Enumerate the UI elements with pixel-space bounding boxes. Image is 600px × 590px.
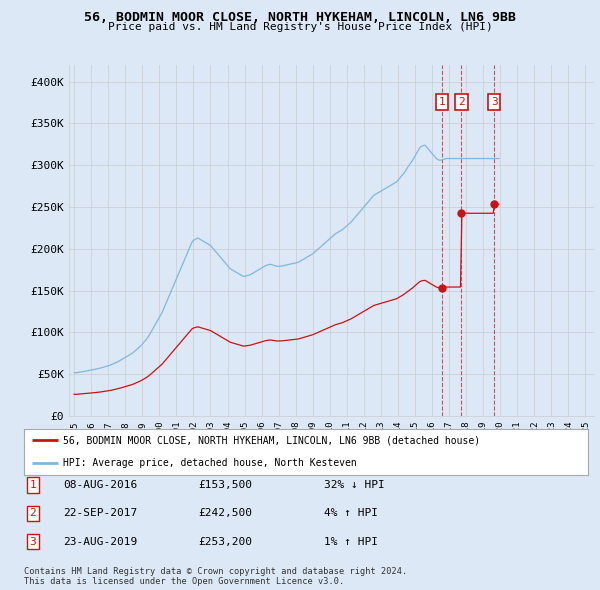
Text: 3: 3 — [29, 537, 37, 546]
Text: £253,200: £253,200 — [198, 537, 252, 546]
Text: Contains HM Land Registry data © Crown copyright and database right 2024.: Contains HM Land Registry data © Crown c… — [24, 567, 407, 576]
Text: This data is licensed under the Open Government Licence v3.0.: This data is licensed under the Open Gov… — [24, 578, 344, 586]
Text: 1% ↑ HPI: 1% ↑ HPI — [324, 537, 378, 546]
Text: 56, BODMIN MOOR CLOSE, NORTH HYKEHAM, LINCOLN, LN6 9BB (detached house): 56, BODMIN MOOR CLOSE, NORTH HYKEHAM, LI… — [64, 435, 481, 445]
Text: 22-SEP-2017: 22-SEP-2017 — [63, 509, 137, 518]
Text: 1: 1 — [29, 480, 37, 490]
Text: 23-AUG-2019: 23-AUG-2019 — [63, 537, 137, 546]
Text: Price paid vs. HM Land Registry's House Price Index (HPI): Price paid vs. HM Land Registry's House … — [107, 22, 493, 32]
Text: £242,500: £242,500 — [198, 509, 252, 518]
Text: 3: 3 — [491, 97, 497, 107]
Text: 32% ↓ HPI: 32% ↓ HPI — [324, 480, 385, 490]
Text: 08-AUG-2016: 08-AUG-2016 — [63, 480, 137, 490]
Text: 2: 2 — [458, 97, 465, 107]
Text: 2: 2 — [29, 509, 37, 518]
Text: £153,500: £153,500 — [198, 480, 252, 490]
Text: HPI: Average price, detached house, North Kesteven: HPI: Average price, detached house, Nort… — [64, 458, 357, 468]
Text: 56, BODMIN MOOR CLOSE, NORTH HYKEHAM, LINCOLN, LN6 9BB: 56, BODMIN MOOR CLOSE, NORTH HYKEHAM, LI… — [84, 11, 516, 24]
Text: 4% ↑ HPI: 4% ↑ HPI — [324, 509, 378, 518]
Text: 1: 1 — [439, 97, 445, 107]
